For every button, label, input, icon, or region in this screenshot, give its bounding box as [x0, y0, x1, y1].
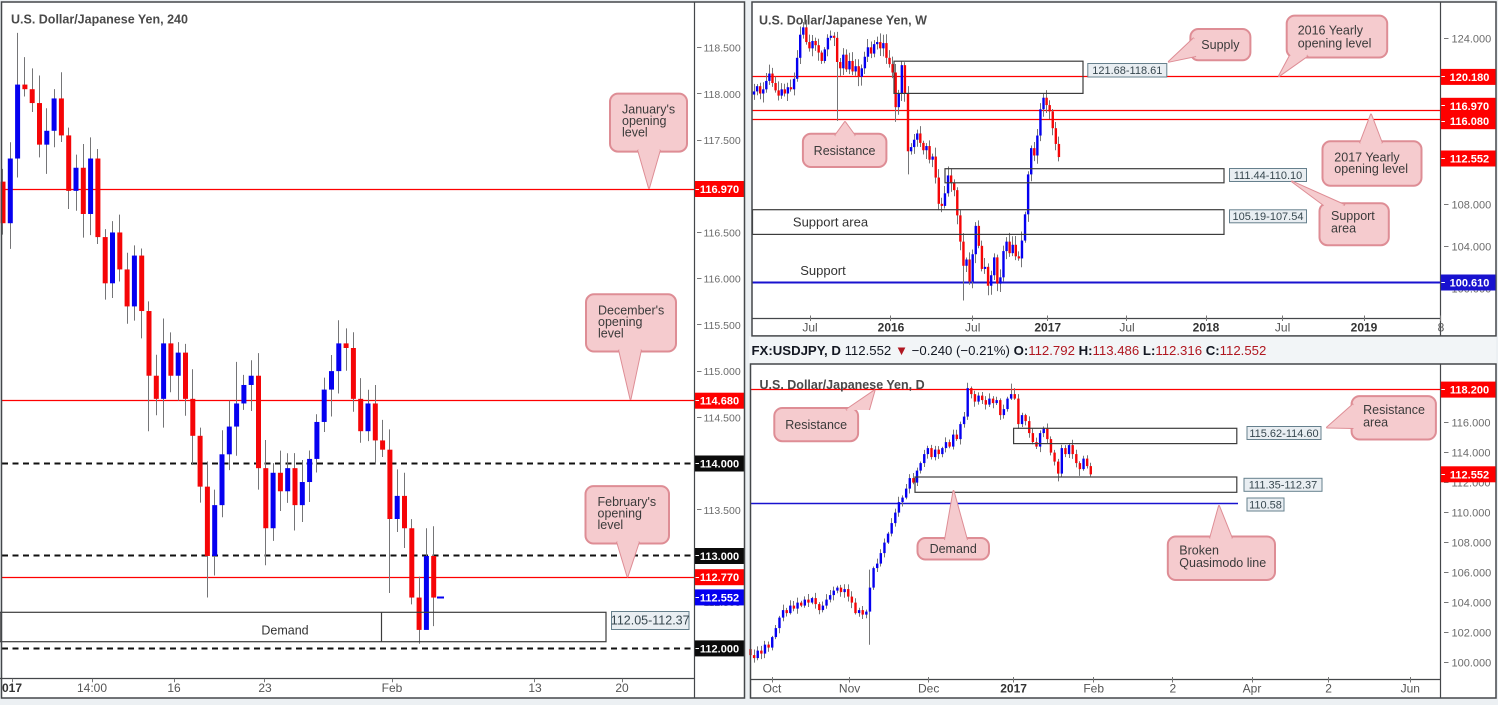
svg-text:106.000: 106.000 [1452, 567, 1492, 579]
svg-text:114.000: 114.000 [700, 459, 739, 471]
svg-text:120.180: 120.180 [1450, 72, 1490, 84]
svg-text:Demand: Demand [930, 542, 977, 556]
svg-text:Jun: Jun [1401, 682, 1420, 696]
svg-text:100.000: 100.000 [1452, 657, 1492, 669]
svg-text:102.000: 102.000 [1452, 627, 1492, 639]
svg-text:110.58: 110.58 [1249, 499, 1282, 511]
svg-text:116.970: 116.970 [1450, 101, 1489, 113]
svg-text:Support area: Support area [793, 215, 869, 230]
svg-text:117.500: 117.500 [704, 135, 741, 147]
svg-text:Resistance: Resistance [1363, 403, 1425, 417]
svg-text:January's: January's [622, 103, 675, 117]
svg-text:116.970: 116.970 [700, 184, 739, 196]
svg-text:Jul: Jul [802, 321, 817, 335]
svg-text:112.05-112.37: 112.05-112.37 [611, 613, 690, 627]
svg-text:115.62-114.60: 115.62-114.60 [1249, 428, 1318, 440]
svg-text:Supply: Supply [1201, 38, 1240, 52]
svg-text:118.200: 118.200 [1450, 385, 1489, 397]
svg-text:111.35-112.37: 111.35-112.37 [1249, 480, 1318, 492]
svg-text:Nov: Nov [839, 682, 860, 696]
svg-text:8: 8 [1438, 321, 1445, 335]
svg-text:13: 13 [528, 681, 542, 695]
svg-text:Feb: Feb [382, 681, 403, 695]
svg-text:114.680: 114.680 [700, 396, 739, 408]
svg-text:100.610: 100.610 [1450, 278, 1490, 290]
svg-text:Resistance: Resistance [785, 418, 847, 432]
svg-text:Jul: Jul [1275, 321, 1290, 335]
svg-text:104.000: 104.000 [1452, 597, 1492, 609]
svg-text:23: 23 [258, 681, 272, 695]
svg-text:116.500: 116.500 [704, 228, 741, 240]
svg-text:116.080: 116.080 [1450, 116, 1489, 128]
svg-text:16: 16 [167, 681, 181, 695]
svg-text:opening level: opening level [1334, 162, 1408, 176]
svg-text:Jul: Jul [1119, 321, 1134, 335]
svg-text:Dec: Dec [918, 682, 939, 696]
svg-text:114.000: 114.000 [1452, 447, 1491, 459]
svg-text:2016 Yearly: 2016 Yearly [1298, 24, 1364, 38]
svg-text:opening level: opening level [1298, 37, 1372, 51]
svg-text:Oct: Oct [763, 682, 782, 696]
svg-text:2: 2 [1325, 682, 1332, 696]
svg-text:116.000: 116.000 [1452, 417, 1491, 429]
svg-text:108.000: 108.000 [1452, 537, 1492, 549]
svg-text:Apr: Apr [1243, 682, 1262, 696]
svg-text:105.19-107.54: 105.19-107.54 [1233, 211, 1304, 223]
svg-text:opening: opening [598, 507, 643, 521]
svg-text:112.770: 112.770 [700, 572, 739, 584]
svg-text:opening: opening [622, 114, 667, 128]
svg-text:Quasimodo line: Quasimodo line [1179, 556, 1266, 570]
svg-text:017: 017 [2, 681, 22, 695]
svg-text:2018: 2018 [1193, 321, 1220, 335]
svg-text:December's: December's [598, 303, 664, 317]
svg-text:110.000: 110.000 [1452, 507, 1491, 519]
svg-text:February's: February's [598, 495, 657, 509]
svg-text:116.000: 116.000 [704, 274, 741, 286]
svg-text:118.000: 118.000 [704, 89, 741, 101]
svg-text:U.S. Dollar/Japanese Yen, W: U.S. Dollar/Japanese Yen, W [759, 14, 927, 28]
svg-text:U.S. Dollar/Japanese Yen, 240: U.S. Dollar/Japanese Yen, 240 [11, 13, 188, 27]
svg-text:Support: Support [800, 263, 846, 278]
svg-text:FX:USDJPY, D 112.552 ▼ −0.240: FX:USDJPY, D 112.552 ▼ −0.240 (−0.21%) O… [752, 343, 1267, 358]
svg-text:108.000: 108.000 [1452, 200, 1492, 212]
svg-text:20: 20 [615, 681, 629, 695]
svg-text:115.000: 115.000 [704, 366, 741, 378]
svg-text:112.552: 112.552 [700, 592, 739, 604]
svg-text:121.68-118.61: 121.68-118.61 [1092, 65, 1162, 77]
svg-text:level: level [598, 326, 624, 340]
svg-text:118.500: 118.500 [704, 43, 741, 55]
svg-text:2019: 2019 [1351, 321, 1378, 335]
svg-text:level: level [598, 518, 624, 532]
svg-text:112.552: 112.552 [1450, 154, 1489, 166]
svg-text:124.000: 124.000 [1452, 33, 1492, 45]
svg-text:area: area [1363, 415, 1388, 429]
svg-text:104.000: 104.000 [1452, 242, 1492, 254]
svg-text:14:00: 14:00 [77, 681, 107, 695]
svg-text:2: 2 [1170, 682, 1177, 696]
svg-text:113.500: 113.500 [704, 505, 741, 517]
svg-text:2017 Yearly: 2017 Yearly [1334, 150, 1400, 164]
svg-text:112.552: 112.552 [1450, 469, 1489, 481]
svg-text:111.44-110.10: 111.44-110.10 [1234, 170, 1303, 182]
svg-text:Demand: Demand [261, 624, 308, 638]
svg-text:2016: 2016 [878, 321, 905, 335]
svg-text:Feb: Feb [1083, 682, 1104, 696]
svg-text:Resistance: Resistance [814, 144, 876, 158]
svg-text:Support: Support [1331, 209, 1375, 223]
svg-text:U.S. Dollar/Japanese Yen, D: U.S. Dollar/Japanese Yen, D [760, 378, 925, 392]
svg-text:2017: 2017 [1000, 682, 1027, 696]
svg-text:115.500: 115.500 [704, 320, 741, 332]
svg-text:Jul: Jul [965, 321, 980, 335]
svg-text:2017: 2017 [1034, 321, 1061, 335]
svg-text:opening: opening [598, 315, 643, 329]
svg-text:113.000: 113.000 [700, 551, 739, 563]
svg-text:114.500: 114.500 [704, 412, 741, 424]
svg-text:112.000: 112.000 [700, 643, 739, 655]
svg-text:area: area [1331, 222, 1356, 236]
svg-text:Broken: Broken [1179, 544, 1219, 558]
svg-text:level: level [622, 126, 648, 140]
